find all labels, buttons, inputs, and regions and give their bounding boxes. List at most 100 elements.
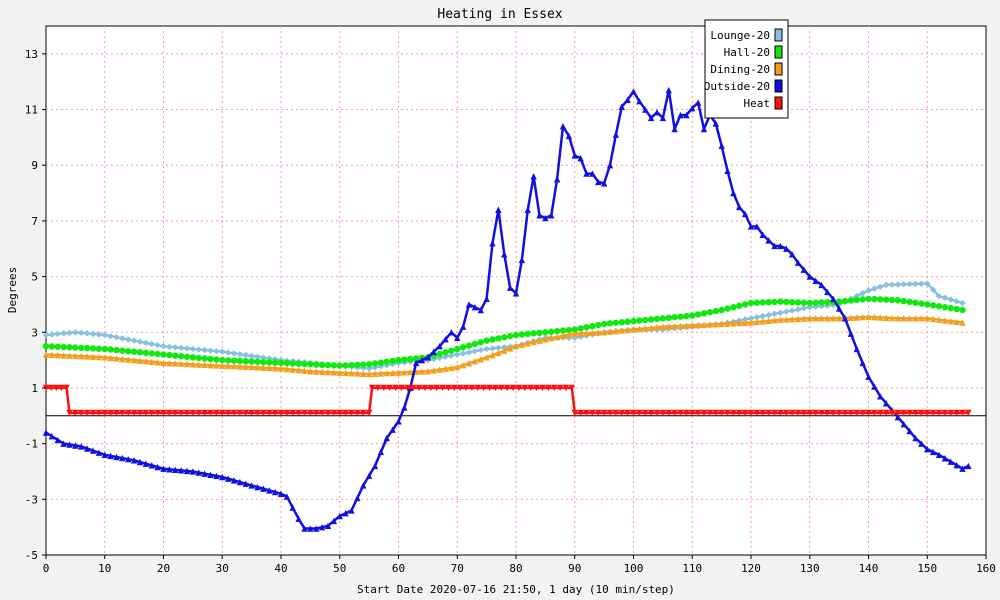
data-point	[636, 317, 643, 324]
data-point	[653, 409, 661, 417]
data-point	[301, 360, 308, 368]
data-point	[912, 409, 919, 417]
data-point	[882, 314, 890, 321]
data-point	[271, 364, 279, 372]
data-point	[865, 313, 872, 321]
data-point	[824, 288, 831, 296]
data-point	[524, 340, 531, 347]
data-point	[224, 475, 232, 482]
data-point	[630, 317, 637, 325]
data-point	[107, 332, 114, 340]
data-point	[747, 223, 755, 230]
data-point	[266, 359, 273, 366]
data-point	[542, 329, 549, 336]
data-point	[230, 477, 238, 484]
data-point	[642, 316, 649, 324]
series-line	[46, 386, 969, 415]
data-point	[360, 482, 367, 489]
data-point	[295, 366, 302, 374]
data-point	[142, 349, 150, 357]
data-point	[877, 314, 884, 321]
data-point	[459, 323, 467, 330]
data-point	[539, 384, 546, 392]
y-tick-label: -3	[25, 493, 38, 506]
data-point	[342, 409, 349, 417]
data-point	[759, 299, 766, 306]
data-point	[324, 368, 332, 376]
data-point	[224, 362, 232, 370]
data-point	[113, 346, 120, 354]
data-point	[66, 329, 73, 337]
data-point	[677, 313, 684, 320]
data-point	[783, 409, 790, 417]
data-point	[177, 344, 185, 352]
data-point	[283, 359, 291, 367]
series-hall-20	[42, 295, 966, 369]
data-point	[78, 344, 85, 352]
data-point	[236, 478, 244, 486]
data-point	[448, 329, 455, 336]
data-point	[63, 384, 70, 392]
data-point	[166, 351, 173, 359]
data-point	[318, 523, 326, 531]
data-point	[724, 409, 731, 417]
data-point	[847, 409, 855, 417]
data-point	[371, 462, 379, 470]
data-point	[254, 483, 261, 491]
data-point	[354, 370, 361, 377]
data-point	[859, 359, 866, 367]
data-point	[136, 338, 144, 345]
data-point	[618, 327, 625, 334]
x-tick-label: 100	[624, 562, 644, 575]
data-point	[894, 409, 902, 417]
data-point	[365, 409, 373, 417]
data-point	[812, 409, 819, 417]
data-point	[953, 318, 960, 326]
data-point	[448, 352, 455, 359]
data-point	[771, 242, 778, 250]
data-point	[524, 206, 531, 213]
data-point	[495, 344, 502, 352]
data-point	[788, 409, 796, 417]
data-point	[436, 350, 443, 358]
data-point	[888, 314, 896, 322]
data-point	[753, 314, 761, 321]
data-point	[42, 429, 50, 436]
data-point	[906, 409, 913, 417]
data-point	[747, 319, 755, 326]
data-point	[929, 409, 937, 417]
data-point	[148, 350, 155, 357]
data-point	[912, 299, 919, 306]
data-point	[653, 324, 661, 331]
data-point	[248, 409, 255, 417]
data-point	[148, 409, 155, 417]
data-point	[348, 361, 355, 369]
data-point	[177, 467, 185, 474]
data-point	[871, 409, 878, 417]
data-point	[559, 332, 567, 340]
data-point	[556, 384, 564, 392]
data-point	[66, 344, 73, 351]
data-point	[788, 307, 796, 314]
data-point	[207, 347, 214, 354]
data-point	[806, 315, 813, 322]
legend-swatch	[774, 45, 783, 59]
data-point	[95, 449, 103, 456]
data-point	[548, 334, 555, 342]
data-point	[154, 409, 161, 417]
data-point	[759, 409, 766, 417]
data-point	[818, 409, 825, 417]
y-tick-label: 5	[31, 271, 38, 284]
data-point	[183, 353, 191, 360]
data-point	[424, 368, 432, 375]
data-point	[747, 409, 755, 417]
data-point	[318, 368, 326, 375]
data-point	[941, 409, 949, 417]
data-point	[119, 409, 126, 417]
data-point	[924, 301, 931, 308]
data-point	[871, 295, 878, 303]
data-point	[224, 349, 232, 356]
data-point	[166, 359, 173, 367]
data-point	[595, 329, 602, 336]
data-point	[771, 310, 778, 318]
